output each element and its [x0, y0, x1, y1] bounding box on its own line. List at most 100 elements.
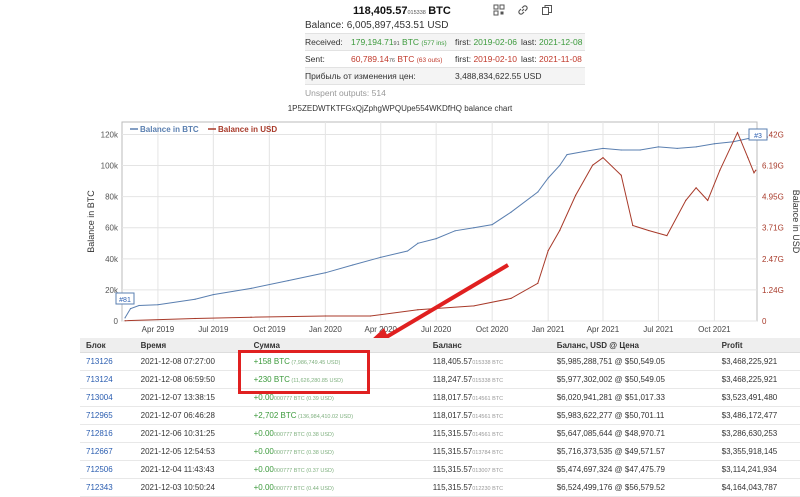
column-header-amount[interactable]: Сумма	[247, 338, 427, 353]
column-header-profit[interactable]: Profit	[715, 338, 800, 353]
usd-price-cell: $5,716,373,535 @ $49,571.57	[550, 442, 716, 461]
x-tick-label: Apr 2021	[587, 325, 620, 334]
link-icon[interactable]	[517, 4, 529, 18]
btc-point	[417, 242, 419, 244]
legend-btc[interactable]: Balance in BTC	[140, 125, 199, 134]
block-link[interactable]: 712667	[86, 447, 113, 456]
btc-point	[547, 177, 549, 179]
sent-first-label: first:	[455, 54, 472, 64]
block-cell[interactable]: 712667	[80, 442, 135, 461]
btc-point	[324, 272, 326, 274]
block-cell[interactable]: 713126	[80, 352, 135, 371]
btc-point	[454, 230, 456, 232]
x-tick-label: Jul 2019	[198, 325, 229, 334]
usd-price-cell: $5,983,622,277 @ $50,701.11	[550, 406, 716, 425]
table-header: Блок Время Сумма Баланс Баланс, USD @ Цена Pr…	[80, 338, 800, 353]
left-marker[interactable]: #81	[119, 297, 131, 304]
column-header-balance[interactable]: Баланс	[426, 338, 551, 353]
balance-cell: 115,315.57013784 BTC	[426, 442, 551, 461]
btc-balance-line	[124, 136, 756, 319]
y-tick-label: 0	[114, 317, 119, 326]
block-cell[interactable]: 713124	[80, 370, 135, 389]
amount-usd: (0.38 USD)	[304, 432, 334, 438]
column-header-block[interactable]: Блок	[80, 338, 135, 353]
block-link[interactable]: 713126	[86, 357, 113, 366]
balance-cell: 118,017.57014561 BTC	[426, 406, 551, 425]
btc-point	[602, 147, 604, 150]
btc-point	[212, 293, 214, 296]
y2-tick-label: 3.71G	[762, 224, 784, 233]
block-link[interactable]: 713004	[86, 393, 113, 402]
qr-code-icon[interactable]	[493, 4, 505, 18]
table-row: 713124 2021-12-08 06:59:50 +230 BTC (11,62…	[80, 370, 800, 389]
amount-value: +0.00	[253, 483, 274, 492]
balance-btc-sub: 015338	[407, 10, 426, 16]
usd-point	[632, 224, 634, 227]
block-link[interactable]: 713124	[86, 375, 113, 384]
y2-tick-label: 6.19G	[762, 162, 784, 171]
balance-chart[interactable]: Apr 2019 Jul 2019 Oct 2019 Jan 2020 Apr 2020…	[0, 116, 800, 338]
profit-label: Прибыль от изменения цен:	[305, 71, 416, 81]
usd-point	[719, 169, 721, 171]
block-link[interactable]: 712506	[86, 465, 113, 474]
usd-point	[592, 164, 594, 166]
balance-value: 115,315.57	[432, 465, 473, 474]
block-cell[interactable]: 712965	[80, 406, 135, 425]
usd-point	[194, 317, 196, 320]
column-header-time[interactable]: Время	[134, 338, 248, 353]
block-cell[interactable]: 713004	[80, 388, 135, 407]
block-link[interactable]: 712343	[86, 483, 113, 492]
amount-value: +2,702 BTC	[253, 411, 297, 420]
amount-usd: (136,984,410.02 USD)	[296, 414, 354, 420]
btc-point	[473, 227, 475, 229]
legend-usd[interactable]: Balance in USD	[218, 125, 277, 134]
balance-sub: 015338 BTC	[472, 360, 504, 366]
btc-point	[491, 224, 493, 226]
amount-usd: (11,626,280.85 USD)	[289, 378, 343, 384]
block-cell[interactable]: 712506	[80, 460, 135, 479]
right-marker[interactable]: #3	[754, 133, 762, 140]
copy-icon[interactable]	[541, 4, 553, 18]
btc-point	[380, 256, 382, 258]
btc-point	[695, 146, 697, 148]
usd-point	[559, 229, 561, 232]
amount-sub: 000777 BTC	[273, 468, 305, 474]
profit-cell: $3,468,225,921	[715, 352, 800, 371]
sent-sub: 76	[388, 58, 395, 64]
y-tick-label: 100k	[101, 162, 119, 171]
sent-value: 60,789.14	[351, 54, 389, 64]
y2-tick-label: 2.47G	[762, 255, 784, 264]
usd-price-cell: $6,020,941,281 @ $51,017.33	[550, 388, 716, 407]
balance-sub: 013007 BTC	[472, 468, 504, 474]
time-cell: 2021-12-03 10:50:24	[134, 478, 248, 497]
usd-point	[574, 194, 577, 196]
sent-row: Sent: 60,789.1476 BTC (63 outs) first: 2…	[305, 51, 585, 68]
column-header-usd_price[interactable]: Баланс, USD @ Цена	[550, 338, 716, 353]
balance-cell: 118,017.57014561 BTC	[426, 388, 551, 407]
time-cell: 2021-12-08 06:59:50	[134, 370, 248, 389]
block-cell[interactable]: 712816	[80, 424, 135, 443]
btc-point	[406, 250, 409, 252]
profit-cell: $3,523,491,480	[715, 388, 800, 407]
block-link[interactable]: 712965	[86, 411, 113, 420]
balance-sub: 014561 BTC	[472, 396, 504, 402]
x-tick-label: Oct 2020	[476, 325, 509, 334]
balance-cell: 115,315.57012230 BTC	[426, 478, 551, 497]
amount-value: +0.00	[253, 465, 274, 474]
btc-point	[510, 211, 512, 213]
block-link[interactable]: 712816	[86, 429, 113, 438]
usd-point	[547, 250, 549, 252]
y2-tick-label: 7.42G	[762, 130, 784, 139]
amount-usd: (7,986,749.45 USD)	[289, 360, 341, 366]
block-cell[interactable]: 712343	[80, 478, 135, 497]
y-tick-label: 20k	[105, 286, 119, 295]
sent-last-label: last:	[521, 54, 537, 64]
balance-cell: 118,247.57015338 BTC	[426, 370, 551, 389]
sent-unit: BTC	[397, 54, 415, 64]
x-tick-label: Jan 2020	[309, 325, 342, 334]
btc-point	[352, 264, 354, 266]
balance-sub: 012230 BTC	[472, 486, 504, 492]
x-tick-label: Jan 2021	[532, 325, 565, 334]
table-row: 713126 2021-12-08 07:27:00 +158 BTC (7,986…	[80, 352, 800, 371]
balance-value: 118,017.57	[432, 411, 473, 420]
